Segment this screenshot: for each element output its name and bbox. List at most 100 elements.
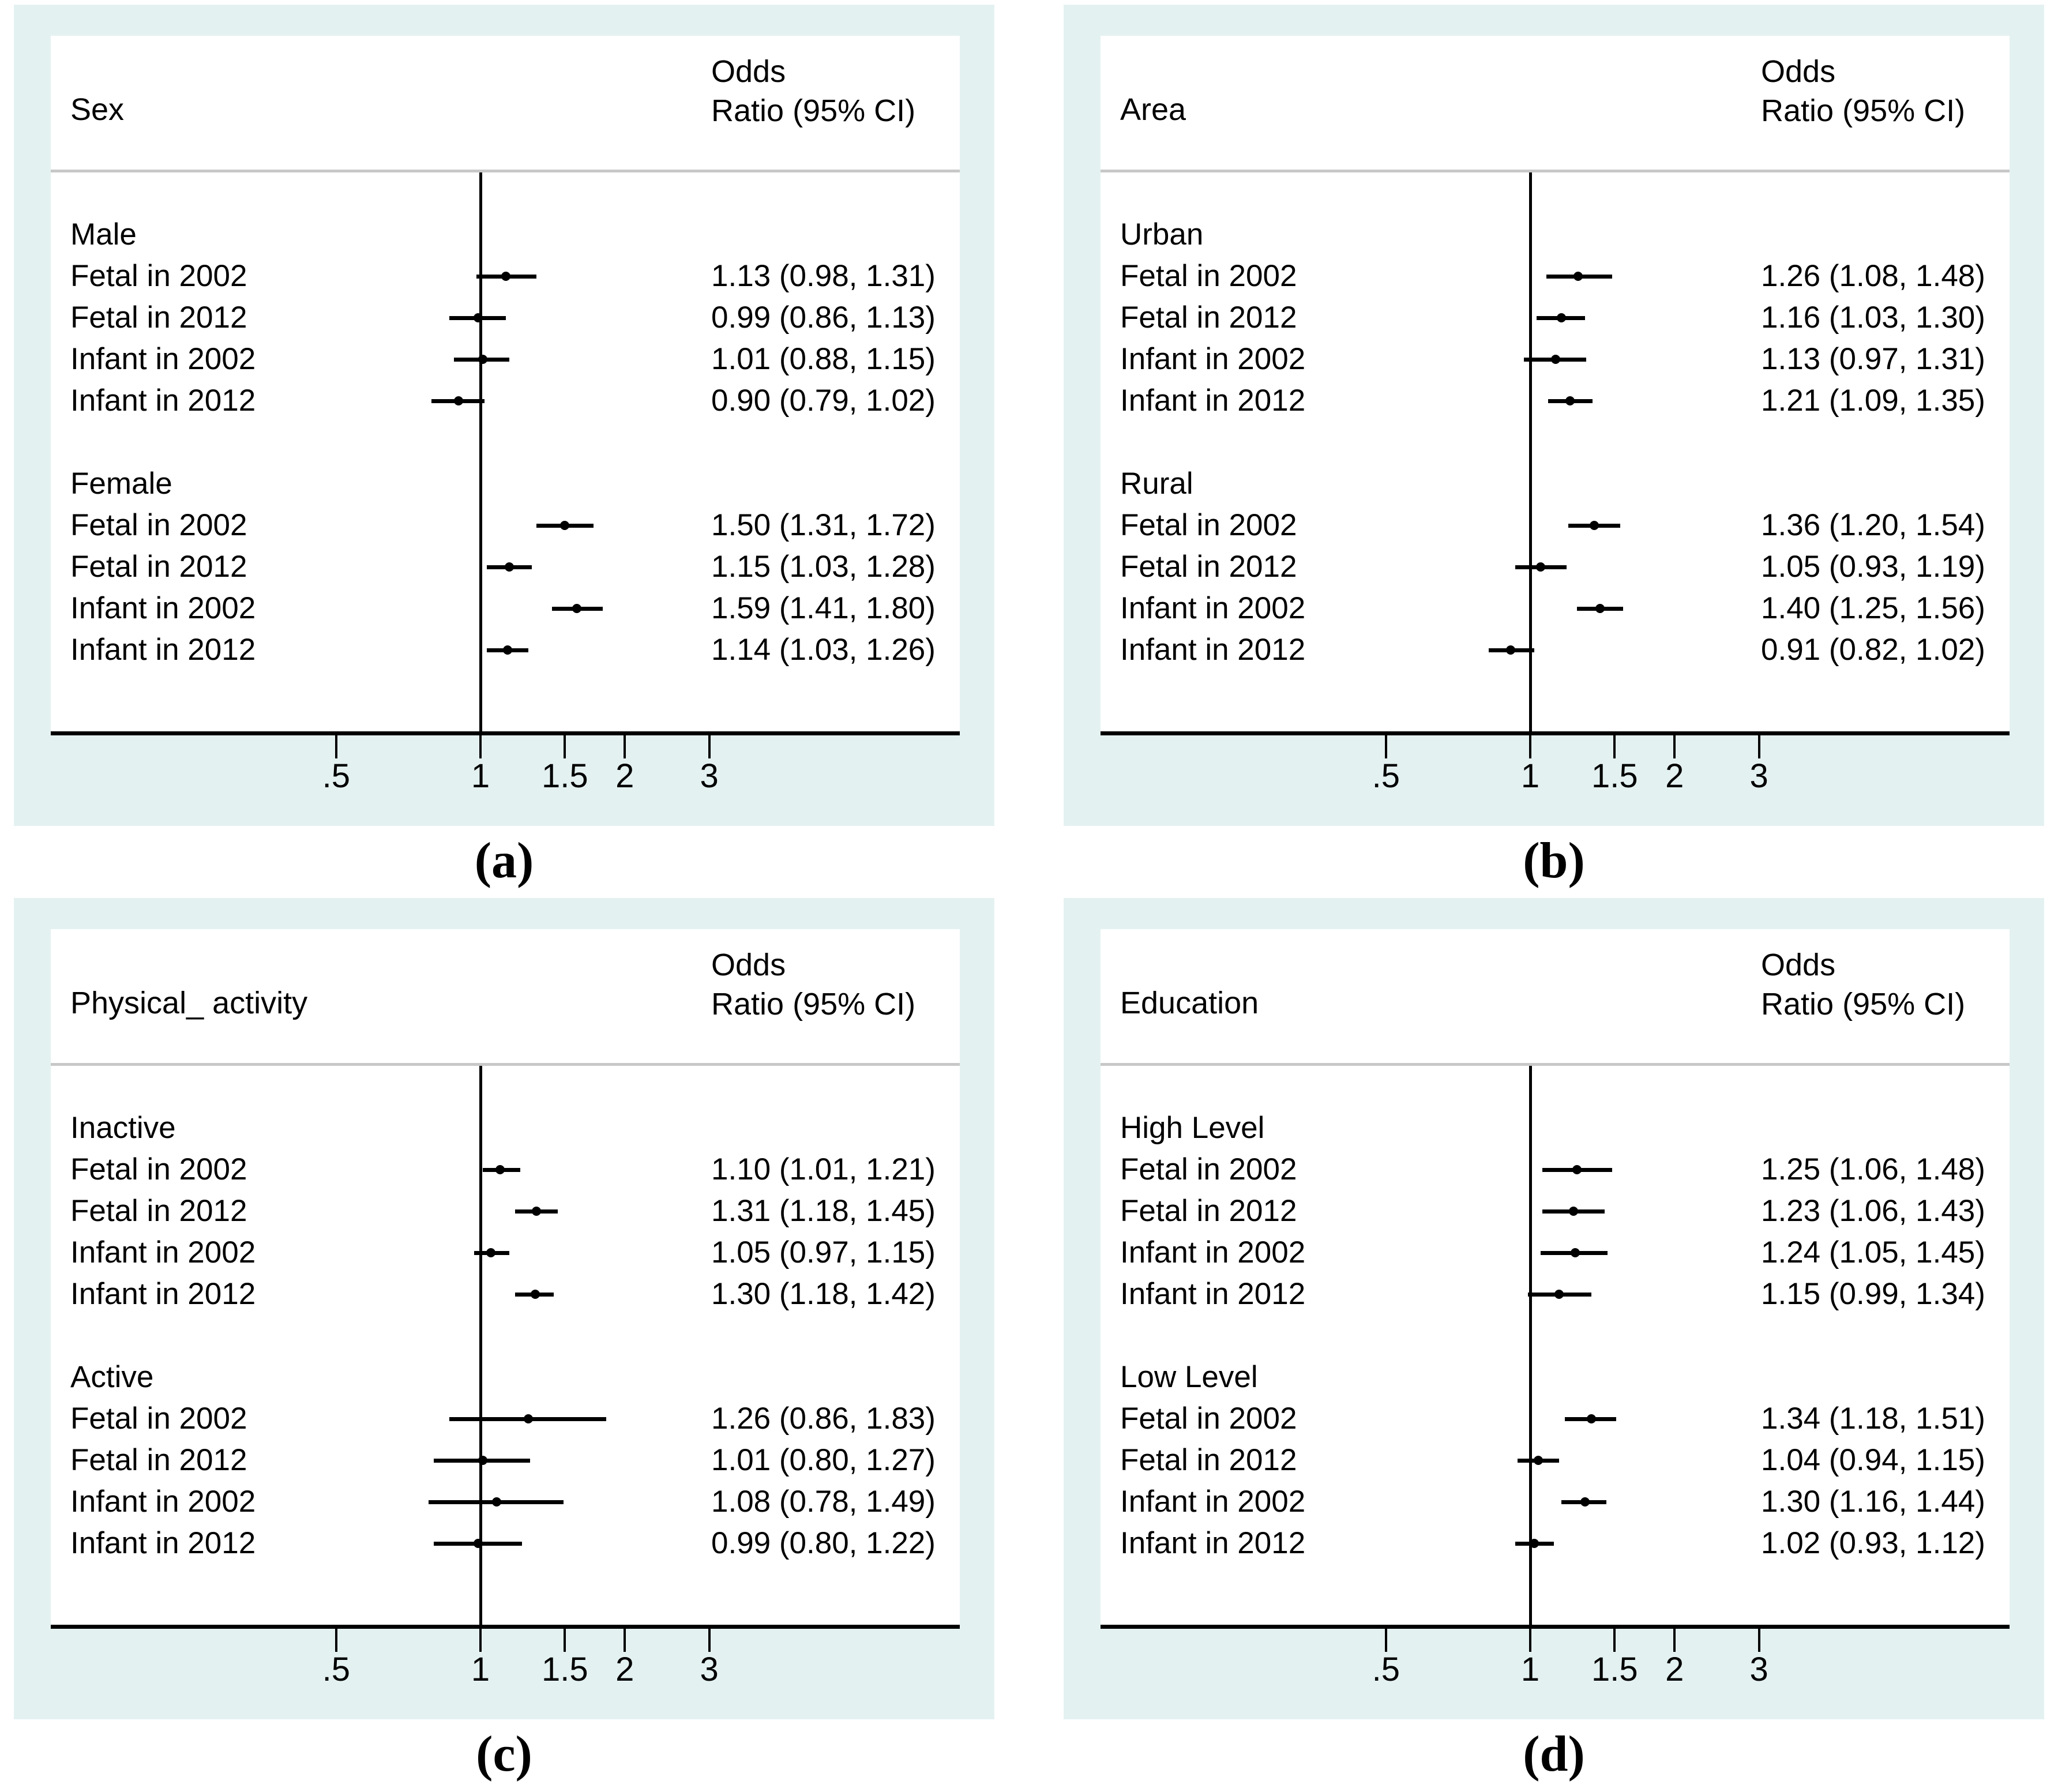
point-estimate-dot <box>1586 1414 1596 1423</box>
axis-tick-label: 3 <box>1749 1651 1768 1688</box>
point-estimate-dot <box>501 272 511 281</box>
point-estimate-dot <box>1534 1456 1544 1465</box>
figure-a: Sex Odds Ratio (95% CI) Male Fetal in 200… <box>14 5 994 895</box>
or-ci-value: 1.24 (1.05, 1.45) <box>1761 1235 1985 1269</box>
caption-b: (b) <box>1523 832 1585 889</box>
point-estimate-dot <box>1535 562 1545 572</box>
or-ci-value: 1.10 (1.01, 1.21) <box>711 1152 936 1186</box>
point-estimate-dot <box>491 1497 501 1507</box>
row-label: Fetal in 2012 <box>1120 300 1297 335</box>
axis-tick <box>1613 735 1616 758</box>
group-label: Urban <box>1120 217 1204 251</box>
axis-tick-label: 3 <box>700 757 719 795</box>
header-divider <box>1101 170 2010 172</box>
or-ci-value: 1.05 (0.97, 1.15) <box>711 1235 936 1269</box>
point-estimate-dot <box>1530 1539 1539 1548</box>
axis-tick <box>1757 735 1760 758</box>
row-label: Infant in 2012 <box>1120 384 1306 418</box>
point-estimate-dot <box>1570 1248 1580 1257</box>
point-estimate-dot <box>495 1165 505 1174</box>
row-label: Infant in 2002 <box>70 1485 256 1519</box>
point-estimate-dot <box>560 521 570 530</box>
caption-d: (d) <box>1523 1726 1585 1782</box>
row-label: Infant in 2012 <box>70 1277 256 1311</box>
point-estimate-dot <box>474 313 483 322</box>
or-header-line1: Odds <box>1761 54 1836 89</box>
point-estimate-dot <box>1573 272 1583 281</box>
or-header-line2: Ratio (95% CI) <box>711 93 916 128</box>
row-label: Infant in 2002 <box>1120 591 1306 625</box>
row-label: Infant in 2012 <box>1120 633 1306 667</box>
row-label: Infant in 2002 <box>1120 342 1306 376</box>
axis-tick <box>335 1629 337 1652</box>
axis-tick <box>479 1629 482 1652</box>
group-label: Rural <box>1120 467 1193 501</box>
or-header-line2: Ratio (95% CI) <box>711 987 916 1021</box>
point-estimate-dot <box>474 1539 483 1548</box>
row-label: Fetal in 2012 <box>70 300 247 335</box>
axis-tick-label: 1 <box>471 757 490 795</box>
point-estimate-dot <box>478 1456 487 1465</box>
axis-tick-label: 2 <box>1665 757 1684 795</box>
plot-area: Physical_ activity Odds Ratio (95% CI) I… <box>51 929 960 1629</box>
or-ci-value: 1.15 (1.03, 1.28) <box>711 550 936 584</box>
row-label: Fetal in 2002 <box>1120 259 1297 293</box>
or-ci-value: 0.99 (0.80, 1.22) <box>711 1526 936 1560</box>
point-estimate-dot <box>1580 1497 1590 1507</box>
axis-tick-label: 2 <box>615 1651 634 1688</box>
axis-tick <box>1384 735 1387 758</box>
axis-tick <box>335 735 337 758</box>
or-ci-value: 1.02 (0.93, 1.12) <box>1761 1526 1985 1560</box>
point-estimate-dot <box>1505 645 1515 655</box>
row-label: Infant in 2012 <box>1120 1526 1306 1560</box>
point-estimate-dot <box>1556 313 1566 322</box>
or-ci-value: 1.01 (0.88, 1.15) <box>711 342 936 376</box>
row-label: Fetal in 2002 <box>70 1402 247 1436</box>
point-estimate-dot <box>1590 521 1599 530</box>
axis-tick <box>1529 735 1531 758</box>
or-ci-value: 0.91 (0.82, 1.02) <box>1761 633 1985 667</box>
row-label: Infant in 2012 <box>1120 1277 1306 1311</box>
point-estimate-dot <box>532 1207 542 1216</box>
axis-tick <box>1613 1629 1616 1652</box>
point-estimate-dot <box>453 396 463 405</box>
or-ci-value: 1.23 (1.06, 1.43) <box>1761 1194 1985 1228</box>
or-ci-value: 0.90 (0.79, 1.02) <box>711 384 936 418</box>
or-ci-value: 1.05 (0.93, 1.19) <box>1761 550 1985 584</box>
or-ci-value: 1.26 (0.86, 1.83) <box>711 1402 936 1436</box>
figure-c: Physical_ activity Odds Ratio (95% CI) I… <box>14 898 994 1789</box>
axis-tick-label: 1.5 <box>542 757 588 795</box>
reference-line <box>1529 1066 1532 1625</box>
row-label: Fetal in 2002 <box>70 508 247 542</box>
header-divider <box>51 170 960 172</box>
axis-tick <box>708 1629 711 1652</box>
axis-tick <box>564 735 566 758</box>
or-column-header: Odds Ratio (95% CI) <box>1761 945 1965 1024</box>
axis-tick <box>708 735 711 758</box>
group-label: Female <box>70 467 172 501</box>
axis-tick <box>1757 1629 1760 1652</box>
or-ci-value: 1.30 (1.18, 1.42) <box>711 1277 936 1311</box>
group-label: Male <box>70 217 137 251</box>
reference-line <box>1529 172 1532 731</box>
variable-header: Area <box>1120 92 1186 127</box>
variable-header: Physical_ activity <box>70 986 308 1020</box>
or-column-header: Odds Ratio (95% CI) <box>711 945 915 1024</box>
or-column-header: Odds Ratio (95% CI) <box>1761 52 1965 130</box>
row-label: Infant in 2012 <box>70 633 256 667</box>
row-label: Fetal in 2002 <box>1120 1152 1297 1186</box>
point-estimate-dot <box>1568 1207 1578 1216</box>
row-label: Fetal in 2012 <box>1120 1194 1297 1228</box>
axis-tick-label: .5 <box>1372 757 1400 795</box>
or-ci-value: 1.14 (1.03, 1.26) <box>711 633 936 667</box>
figure-b: Area Odds Ratio (95% CI) Urban Fetal in 2… <box>1064 5 2044 895</box>
point-estimate-dot <box>503 645 513 655</box>
axis-tick <box>1673 735 1676 758</box>
axis-tick-label: 1 <box>1520 757 1540 795</box>
row-label: Fetal in 2002 <box>1120 508 1297 542</box>
or-column-header: Odds Ratio (95% CI) <box>711 52 915 130</box>
group-label: Active <box>70 1360 154 1394</box>
forest-panel-education: Education Odds Ratio (95% CI) High Level… <box>1064 898 2044 1719</box>
axis-tick-label: 1 <box>1520 1651 1540 1688</box>
forest-panel-physical-activity: Physical_ activity Odds Ratio (95% CI) I… <box>14 898 994 1719</box>
